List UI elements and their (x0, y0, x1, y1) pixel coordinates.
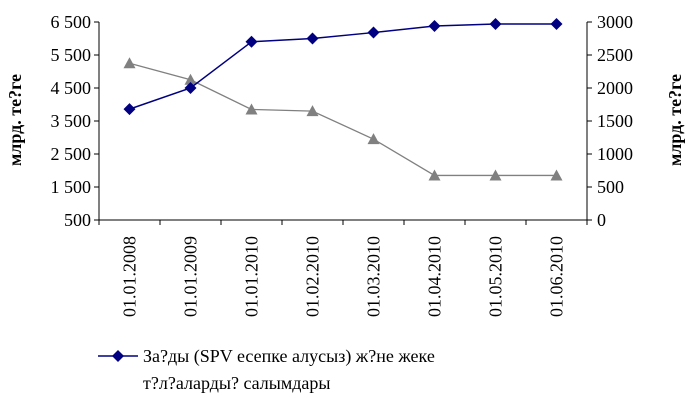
left-tick-label: 500 (64, 210, 91, 230)
left-tick-label: 2 500 (51, 144, 92, 164)
triangle-marker (550, 169, 563, 181)
x-tick-label: 01.01.2009 (181, 236, 201, 317)
right-tick-label: 2000 (597, 78, 633, 98)
diamond-marker (123, 103, 136, 116)
legend-diamond-marker (112, 350, 124, 362)
diamond-marker (184, 82, 197, 94)
left-axis-ticks: 6 500 5 500 4 500 3 500 2 500 1 500 500 (51, 12, 99, 230)
legend: За?ды (SPV есепке алусыз) ж?не жеке т?л?… (98, 346, 435, 393)
x-tick-label: 01.02.2010 (303, 236, 323, 317)
right-tick-label: 0 (597, 210, 606, 230)
diamond-marker (550, 17, 563, 30)
x-tick-label: 01.04.2010 (425, 236, 445, 317)
left-tick-label: 1 500 (51, 177, 92, 197)
diamond-marker (428, 19, 441, 32)
x-tick-label: 01.01.2008 (120, 236, 140, 317)
right-tick-label: 1000 (597, 144, 633, 164)
secondary-series-line (129, 62, 557, 177)
right-axis-title: млрд. те?ге (665, 74, 685, 166)
left-tick-label: 5 500 (51, 45, 92, 65)
diamond-marker (306, 32, 319, 45)
deposits-series-line (129, 23, 557, 110)
x-tick-label: 01.01.2010 (242, 236, 262, 317)
right-axis-ticks: 3000 2500 2000 1500 1000 500 0 (587, 12, 633, 230)
right-tick-label: 1500 (597, 111, 633, 131)
left-tick-label: 6 500 (51, 12, 92, 32)
x-tick-label: 01.03.2010 (364, 236, 384, 317)
x-tick-label: 01.05.2010 (486, 236, 506, 317)
right-tick-label: 2500 (597, 45, 633, 65)
triangle-marker (367, 133, 380, 145)
left-axis-title: млрд. те?ге (5, 74, 25, 166)
diamond-marker (245, 35, 258, 48)
triangle-marker (123, 57, 136, 69)
diamond-marker (489, 17, 502, 30)
triangle-marker (428, 169, 441, 181)
x-tick-label: 01.06.2010 (547, 236, 567, 317)
triangle-marker (489, 169, 502, 181)
x-axis-ticks: 01.01.2008 01.01.2009 01.01.2010 01.02.2010… (98, 220, 588, 317)
diamond-marker (367, 26, 380, 39)
triangle-marker (245, 103, 258, 115)
right-tick-label: 3000 (597, 12, 633, 32)
legend-label-line1: За?ды (SPV есепке алусыз) ж?не жеке (143, 346, 435, 367)
left-tick-label: 4 500 (51, 78, 92, 98)
left-tick-label: 3 500 (51, 111, 92, 131)
series-layer (123, 17, 563, 181)
triangle-marker (184, 73, 197, 85)
legend-label-line2: т?л?аларды? салымдары (143, 373, 331, 393)
right-tick-label: 500 (597, 177, 624, 197)
triangle-marker (306, 105, 319, 117)
